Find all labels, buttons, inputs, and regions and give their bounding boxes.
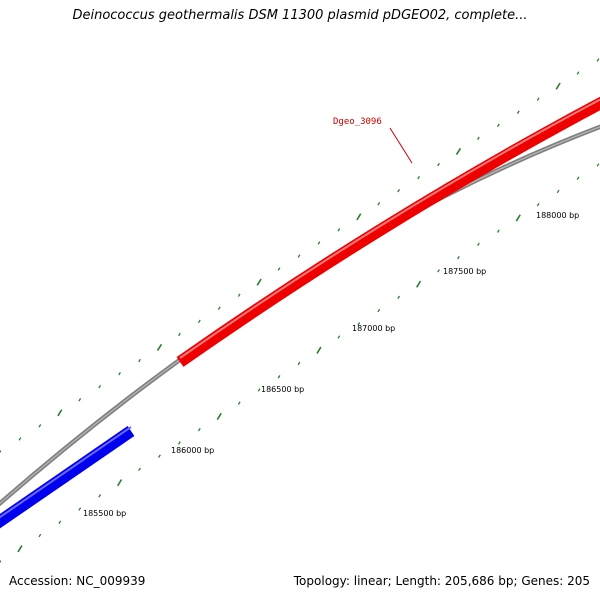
upper-tick-minor: [138, 358, 141, 363]
map-title: Deinococcus geothermalis DSM 11300 plasm…: [72, 8, 528, 23]
genome-summary-text: Topology: linear; Length: 205,686 bp; Ge…: [293, 574, 590, 588]
upper-tick-minor: [576, 71, 580, 75]
lower-tick-minor: [437, 269, 440, 273]
upper-tick-minor: [197, 319, 201, 324]
lower-tick-minor: [0, 560, 2, 564]
scale-label-187000: 187000 bp: [352, 324, 395, 333]
gene-label-leader: [389, 127, 413, 164]
upper-tick-minor: [217, 306, 221, 310]
lower-tick-minor: [98, 494, 102, 498]
upper-tick-minor: [78, 398, 82, 402]
upper-tick-minor: [317, 241, 321, 245]
upper-tick-minor: [277, 267, 281, 271]
gene-reverse-bar-highlight: [0, 426, 132, 519]
lower-tick-minor: [536, 202, 540, 207]
lower-tick-minor: [457, 255, 460, 260]
upper-tick-minor: [0, 450, 2, 454]
lower-tick-minor: [556, 189, 560, 194]
lower-tick-minor: [58, 520, 62, 524]
lower-tick-minor: [38, 533, 42, 538]
upper-tick-major: [256, 278, 262, 286]
scale-label-187500: 187500 bp: [443, 267, 486, 276]
upper-tick-minor: [397, 188, 401, 193]
upper-tick-minor: [496, 123, 500, 128]
upper-tick-minor: [337, 228, 341, 232]
lower-tick-minor: [78, 507, 82, 511]
lower-tick-minor: [197, 427, 201, 432]
lower-tick-major: [416, 280, 422, 288]
upper-tick-major: [555, 82, 561, 90]
scale-label-186000: 186000 bp: [171, 446, 214, 455]
upper-tick-minor: [98, 384, 102, 389]
upper-tick-minor: [38, 424, 42, 428]
lower-tick-minor: [357, 322, 361, 326]
upper-tick-minor: [237, 293, 241, 297]
accession-text: Accession: NC_009939: [9, 574, 146, 588]
lower-tick-major: [515, 214, 521, 222]
lower-tick-minor: [277, 375, 281, 379]
upper-tick-minor: [536, 97, 540, 101]
lower-tick-minor: [178, 441, 181, 445]
upper-tick-minor: [417, 175, 420, 180]
upper-tick-minor: [437, 162, 440, 167]
gene-forward-bar-highlight: [179, 98, 600, 359]
upper-tick-major: [356, 213, 362, 221]
gene-reverse-bar[interactable]: [0, 426, 135, 529]
lower-tick-major: [316, 346, 322, 354]
lower-tick-minor: [138, 467, 141, 472]
lower-tick-track: [0, 163, 600, 564]
lower-tick-major: [117, 479, 123, 487]
lower-tick-minor: [237, 401, 241, 405]
lower-tick-minor: [576, 176, 580, 180]
upper-tick-major: [156, 343, 163, 352]
upper-tick-track: [0, 58, 600, 454]
upper-tick-minor: [596, 58, 600, 62]
lower-tick-minor: [496, 229, 500, 233]
lower-tick-minor: [297, 361, 301, 366]
lower-tick-major: [216, 412, 222, 421]
lower-tick-major: [17, 545, 23, 553]
upper-tick-minor: [118, 371, 121, 376]
upper-tick-minor: [377, 202, 381, 206]
gene-forward-bar[interactable]: [176, 96, 600, 367]
upper-tick-major: [455, 147, 462, 156]
scale-label-186500: 186500 bp: [261, 385, 304, 394]
lower-tick-minor: [337, 335, 341, 339]
lower-tick-minor: [477, 242, 480, 247]
upper-tick-minor: [297, 254, 301, 258]
gene-label-dgeo-3096[interactable]: Dgeo_3096: [333, 117, 382, 127]
upper-tick-minor: [477, 136, 480, 141]
lower-tick-minor: [397, 295, 401, 300]
upper-tick-minor: [516, 110, 520, 114]
lower-tick-minor: [377, 308, 381, 313]
lower-tick-minor: [158, 454, 161, 458]
upper-tick-minor: [178, 332, 181, 337]
lower-tick-minor: [596, 163, 600, 167]
upper-tick-minor: [18, 437, 22, 441]
upper-tick-major: [57, 409, 63, 417]
lower-tick-minor: [257, 388, 261, 392]
scale-label-185500: 185500 bp: [83, 509, 126, 518]
scale-label-188000: 188000 bp: [536, 211, 579, 220]
